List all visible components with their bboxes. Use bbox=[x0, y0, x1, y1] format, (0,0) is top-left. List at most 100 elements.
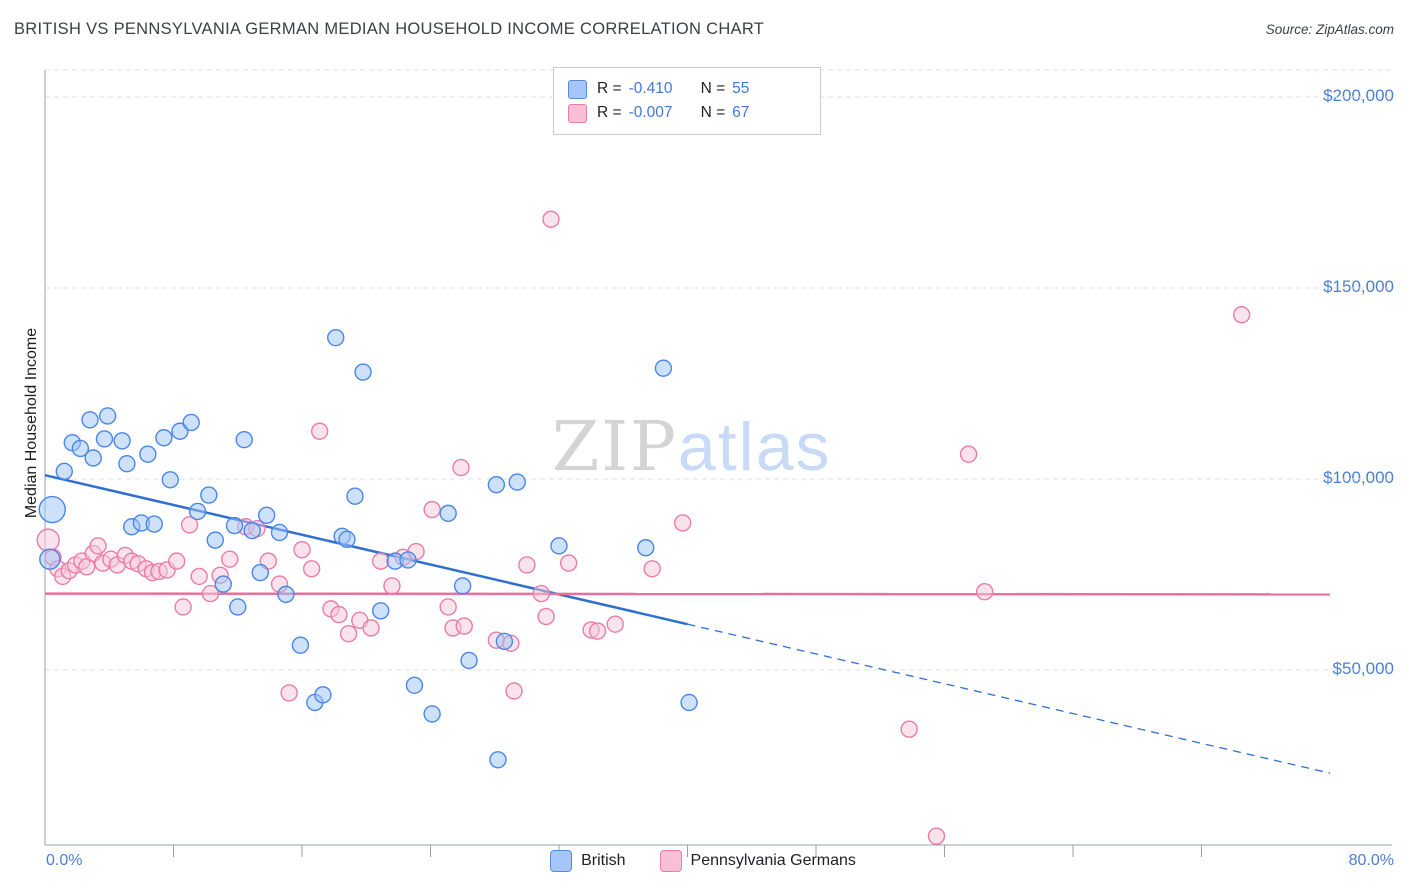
pennsylvania-germans-point bbox=[518, 556, 536, 574]
british-point bbox=[453, 577, 472, 595]
series-legend-label: Pennsylvania Germans bbox=[690, 852, 856, 869]
source-label: Source: ZipAtlas.com bbox=[1265, 22, 1394, 37]
british-point bbox=[270, 523, 289, 542]
n-value: 67 bbox=[732, 104, 750, 121]
n-label: N = bbox=[700, 80, 726, 97]
pennsylvania-germans-point bbox=[505, 682, 523, 700]
british-point bbox=[161, 471, 179, 489]
british-point bbox=[98, 407, 117, 425]
pennsylvania-germans-point bbox=[174, 598, 192, 616]
british-point bbox=[550, 537, 568, 555]
british-point bbox=[95, 430, 114, 448]
british-point bbox=[460, 651, 478, 670]
british-point bbox=[243, 521, 261, 540]
pennsylvania-germans-point bbox=[439, 598, 457, 616]
british-point bbox=[39, 548, 61, 570]
british-point bbox=[214, 575, 232, 593]
pennsylvania-germans-point bbox=[900, 720, 918, 738]
pennsylvania-germans-point bbox=[293, 540, 311, 559]
british-point bbox=[372, 602, 390, 620]
watermark-zip: ZIP bbox=[552, 408, 678, 487]
series-legend-item-pennsylvania-germans: Pennsylvania Germans bbox=[659, 850, 856, 872]
pennsylvania-germans-point bbox=[423, 500, 441, 519]
r-value: -0.410 bbox=[628, 80, 673, 97]
pennsylvania-germans-point bbox=[927, 827, 946, 845]
british-point bbox=[139, 445, 157, 463]
british-point bbox=[354, 363, 372, 381]
british-point bbox=[423, 705, 441, 723]
british-point bbox=[439, 504, 457, 523]
pennsylvania-germans-point bbox=[36, 528, 60, 552]
pennsylvania-germans-point bbox=[1232, 306, 1251, 324]
pennsylvania-germans-point bbox=[452, 458, 470, 477]
british-point bbox=[188, 502, 207, 521]
british-point bbox=[327, 328, 345, 347]
british-point bbox=[489, 751, 507, 769]
pennsylvania-germans-point bbox=[201, 584, 220, 603]
n-label: N = bbox=[700, 104, 726, 121]
pennsylvania-germans-point bbox=[975, 582, 994, 601]
pennsylvania-germans-point bbox=[168, 552, 186, 570]
pennsylvania-germans-point bbox=[280, 684, 298, 702]
british-point bbox=[235, 430, 253, 449]
legend-row-pennsylvania-germans: R = -0.007 N = 67 bbox=[568, 101, 806, 125]
british-point bbox=[257, 506, 276, 524]
pennsylvania-germans-point bbox=[606, 615, 624, 633]
british-point bbox=[637, 539, 655, 557]
pennsylvania-germans-point bbox=[383, 577, 401, 595]
pennsylvania-germans-point bbox=[339, 625, 358, 643]
pennsylvania-germans-swatch-icon bbox=[568, 103, 587, 123]
legend-row-british: R = -0.410 N = 55 bbox=[568, 77, 806, 101]
y-tick-label: $100,000 bbox=[1323, 468, 1394, 487]
pennsylvania-germans-point bbox=[959, 445, 978, 463]
british-point bbox=[495, 632, 514, 651]
pennsylvania-germans-point bbox=[542, 210, 560, 228]
pennsylvania-germans-swatch-icon bbox=[659, 850, 682, 872]
y-tick-label: $50,000 bbox=[1332, 659, 1394, 678]
r-label: R = bbox=[597, 80, 622, 97]
british-point bbox=[405, 676, 424, 694]
british-point bbox=[81, 411, 99, 429]
british-point bbox=[225, 516, 244, 535]
pennsylvania-germans-point bbox=[372, 552, 390, 570]
british-point bbox=[71, 439, 90, 458]
x-max-label: 80.0% bbox=[1348, 852, 1394, 869]
british-point bbox=[182, 413, 200, 432]
pennsylvania-germans-point bbox=[330, 605, 348, 624]
watermark-atlas: atlas bbox=[677, 409, 832, 485]
british-point bbox=[200, 486, 218, 504]
british-point bbox=[38, 495, 66, 524]
chart-title: BRITISH VS PENNSYLVANIA GERMAN MEDIAN HO… bbox=[14, 20, 765, 38]
pennsylvania-germans-point bbox=[362, 619, 380, 637]
series-legend: British Pennsylvania Germans bbox=[0, 850, 1406, 872]
correlation-legend: R = -0.410 N = 55 R = -0.007 N = 67 bbox=[553, 67, 821, 135]
british-point bbox=[399, 551, 417, 569]
pennsylvania-germans-point bbox=[310, 422, 329, 440]
x-min-label: 0.0% bbox=[46, 852, 83, 869]
british-swatch-icon bbox=[568, 79, 587, 99]
british-point bbox=[113, 432, 131, 450]
pennsylvania-germans-point bbox=[302, 560, 321, 578]
pennsylvania-germans-point bbox=[673, 514, 692, 532]
british-point bbox=[55, 462, 73, 481]
pennsylvania-germans-point bbox=[89, 537, 107, 555]
british-point bbox=[277, 585, 295, 604]
series-legend-item-british: British bbox=[550, 850, 626, 872]
n-value: 55 bbox=[732, 80, 750, 97]
r-value: -0.007 bbox=[628, 104, 673, 121]
british-point bbox=[84, 449, 102, 467]
british-point bbox=[654, 359, 673, 377]
british-point bbox=[145, 515, 163, 533]
british-trend-line-extrapolated bbox=[687, 623, 1331, 774]
british-point bbox=[508, 473, 526, 491]
british-swatch-icon bbox=[550, 850, 573, 872]
r-label: R = bbox=[597, 104, 622, 121]
british-point bbox=[118, 455, 136, 473]
pennsylvania-germans-point bbox=[455, 617, 473, 635]
series-legend-label: British bbox=[581, 852, 626, 869]
pennsylvania-germans-point bbox=[180, 516, 199, 534]
british-point bbox=[155, 429, 173, 447]
british-point bbox=[291, 636, 310, 654]
